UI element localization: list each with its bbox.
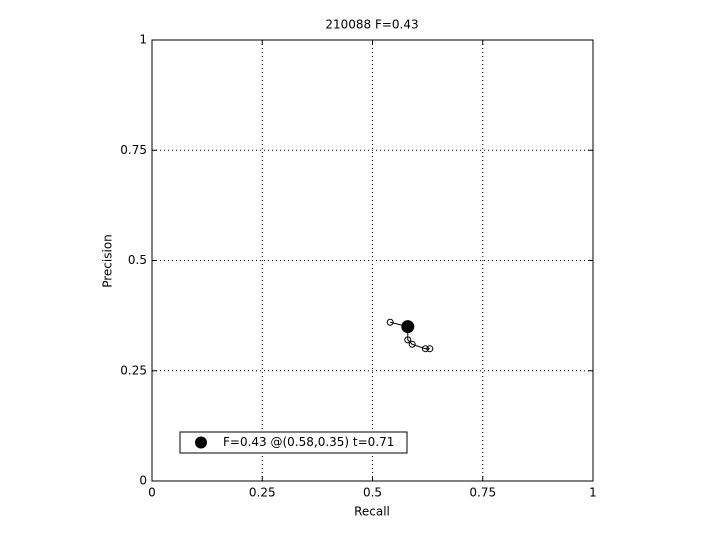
- point: [408, 340, 416, 348]
- legend-label: F=0.43 @(0.58,0.35) t=0.71: [223, 435, 394, 449]
- x-tick-label: 1: [589, 486, 597, 500]
- legend-marker: [195, 436, 207, 449]
- x-tick-label: 0: [148, 486, 156, 500]
- y-tick-label: 0.75: [120, 143, 147, 157]
- point: [421, 345, 429, 353]
- x-tick-label: 0.25: [249, 486, 276, 500]
- point: [401, 320, 415, 334]
- point: [404, 336, 412, 344]
- y-tick-label: 0: [139, 474, 147, 488]
- chart-title: 210088 F=0.43: [325, 18, 418, 32]
- y-tick-label: 1: [139, 33, 147, 47]
- x-tick-label: 0.75: [469, 486, 496, 500]
- x-axis-label: Recall: [354, 505, 390, 519]
- point: [426, 345, 434, 353]
- y-tick-label: 0.25: [120, 363, 147, 377]
- x-tick-label: 0.5: [363, 486, 382, 500]
- y-tick-label: 0.5: [128, 253, 147, 267]
- legend: F=0.43 @(0.58,0.35) t=0.71: [179, 431, 408, 454]
- y-axis-label: Precision: [101, 234, 115, 288]
- point: [386, 318, 394, 326]
- plot-frame: [151, 39, 594, 482]
- legend-box: [179, 431, 408, 454]
